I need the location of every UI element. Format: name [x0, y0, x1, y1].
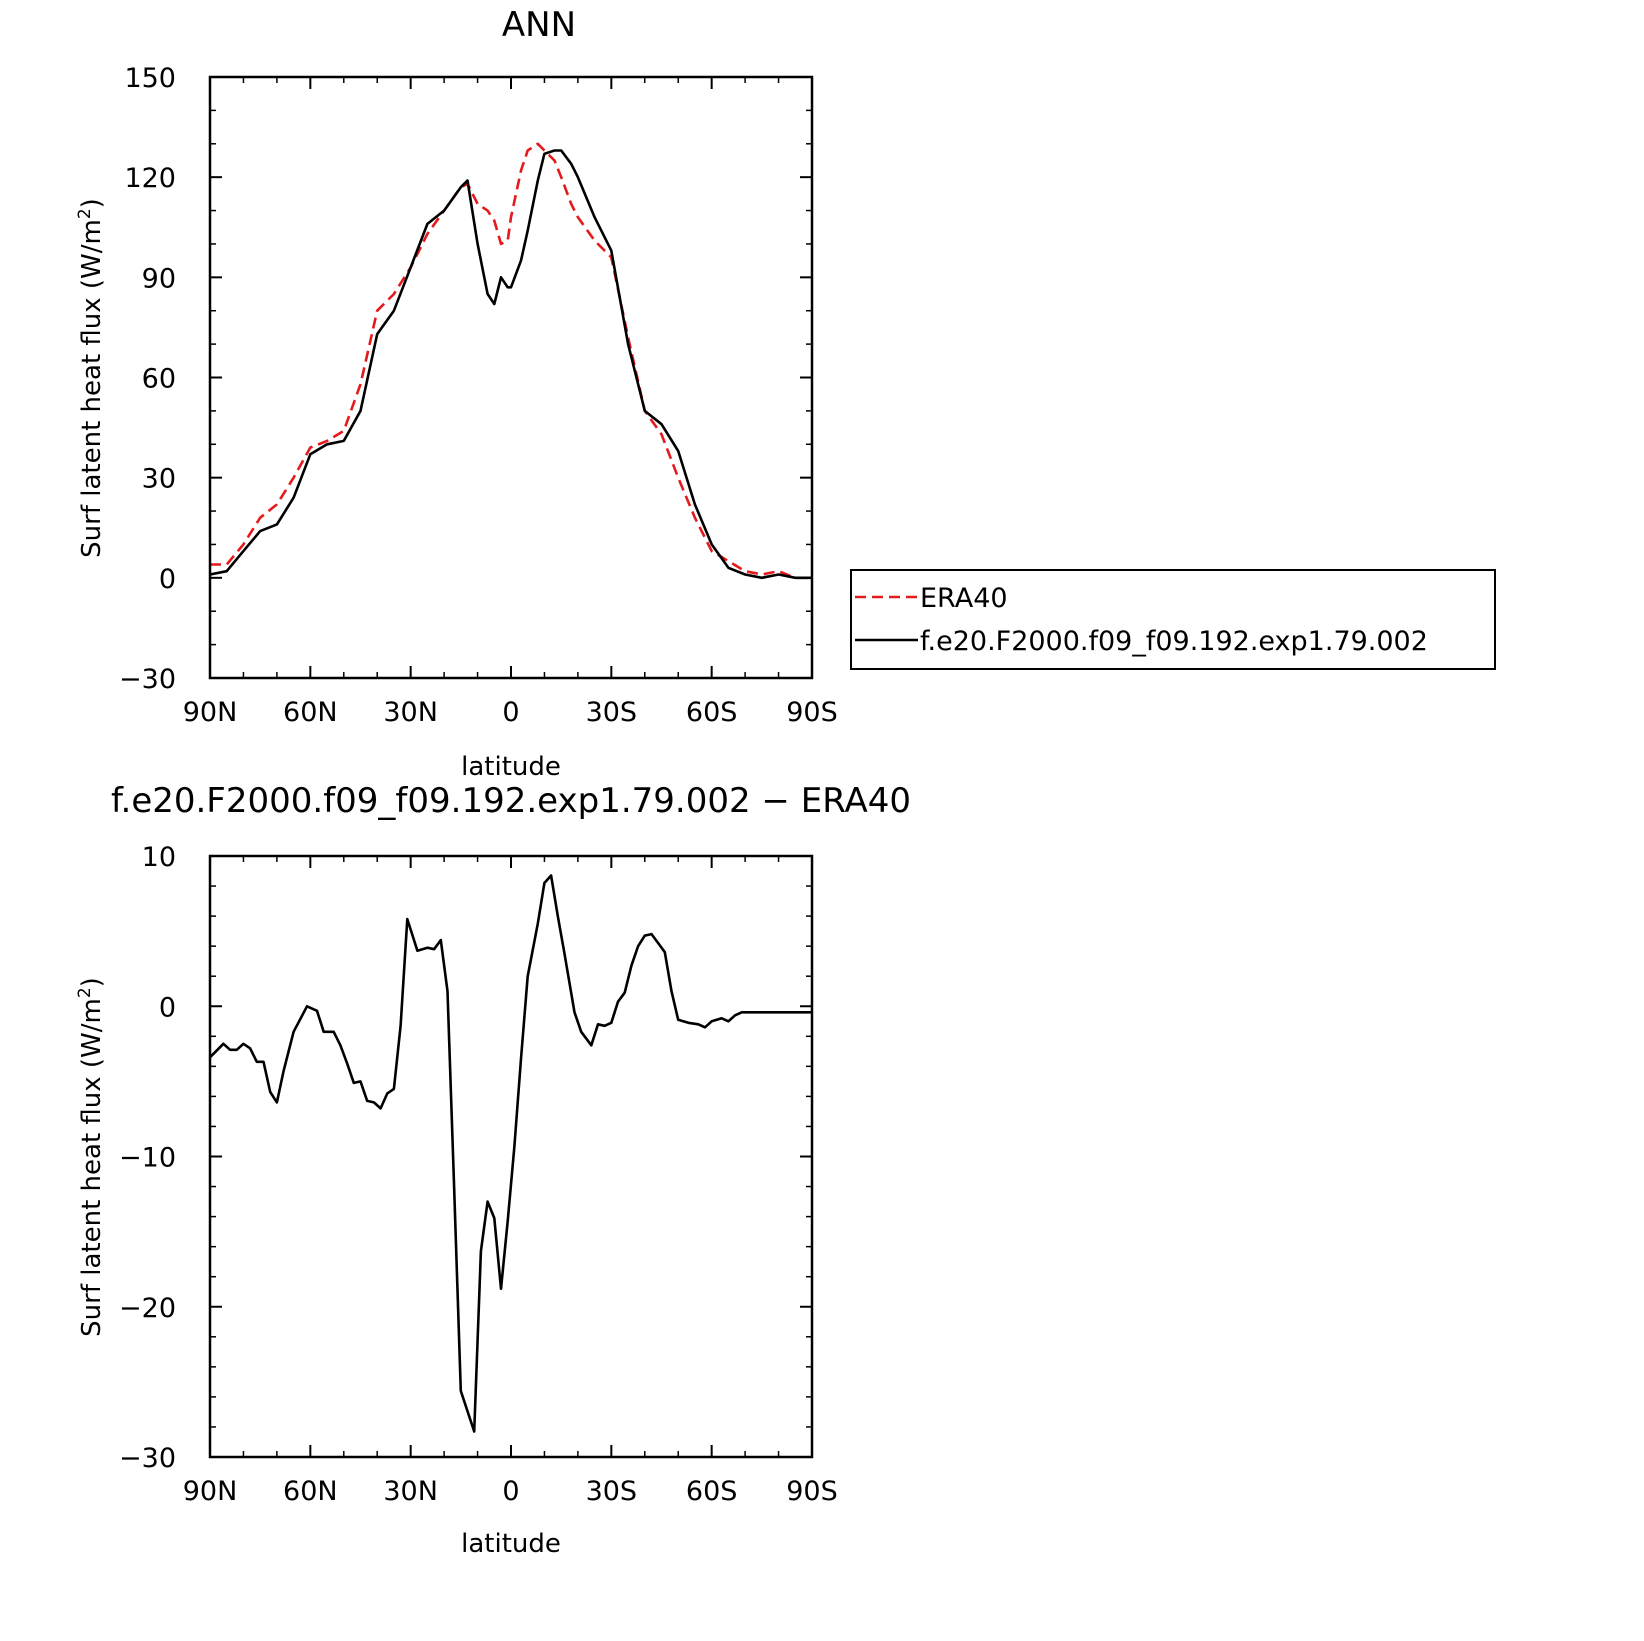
bottom-x-tick-label: 60N [283, 1476, 338, 1507]
bottom-x-tick-label: 60S [686, 1476, 738, 1507]
top-x-tick-label: 60S [686, 697, 738, 728]
bottom-y-tick-label: 0 [159, 992, 176, 1023]
top-y-axis-label-end: ) [77, 198, 107, 208]
top-x-tick-label: 60N [283, 697, 338, 728]
top-x-tick-label: 30N [383, 697, 438, 728]
top-y-tick-label: −30 [119, 664, 176, 695]
bottom-y-axis-label-main: Surf latent heat flux (W/m [77, 998, 107, 1337]
top-series-line-0 [210, 142, 812, 580]
bottom-tick-group: 90N 60N 30N 0 30S 60S 90S −30 −20 −10 0 10 [119, 842, 838, 1507]
bottom-x-tick-label: 30N [383, 1476, 438, 1507]
legend-label-era40: ERA40 [920, 583, 1008, 614]
bottom-chart-title: f.e20.F2000.f09_f09.192.exp1.79.002 − ER… [111, 781, 911, 821]
legend: ERA40 f.e20.F2000.f09_f09.192.exp1.79.00… [850, 569, 1496, 670]
top-x-tick-label: 90S [786, 697, 838, 728]
bottom-y-tick-label: 10 [142, 842, 176, 873]
bottom-plot-frame [208, 854, 814, 1459]
top-y-axis-label-sup: 2 [75, 208, 95, 219]
legend-box [850, 569, 1496, 670]
top-chart-title: ANN [502, 5, 576, 45]
top-panel: ANN 90N 60N 30N 0 30S 60S 90S−300306090120150 … [75, 5, 838, 782]
top-series-line-1 [209, 149, 812, 580]
legend-label-model: f.e20.F2000.f09_f09.192.exp1.79.002 [920, 626, 1428, 657]
top-x-tick-label: 90N [183, 697, 238, 728]
bottom-panel: f.e20.F2000.f09_f09.192.exp1.79.002 − ER… [75, 781, 911, 1559]
bottom-y-tick-label: −10 [119, 1143, 176, 1174]
bottom-x-tick-label: 90N [183, 1476, 238, 1507]
top-y-tick-label: 60 [142, 364, 176, 395]
top-y-tick-label: 0 [159, 564, 176, 595]
bottom-x-tick-label: 30S [586, 1476, 638, 1507]
bottom-series-line-0 [209, 874, 812, 1433]
top-y-axis-label: Surf latent heat flux (W/m2) [75, 198, 107, 558]
top-y-axis-label-main: Surf latent heat flux (W/m [77, 219, 107, 558]
bottom-y-axis-label-sup: 2 [75, 987, 95, 998]
bottom-series-group [209, 874, 812, 1433]
top-y-tick-label: 120 [124, 163, 176, 194]
bottom-x-tick-label: 0 [502, 1476, 519, 1507]
top-y-tick-label: 150 [124, 63, 176, 94]
top-tick-group: 90N 60N 30N 0 30S 60S 90S −30 0 30 60 90 120 150 [119, 63, 838, 728]
top-series-group [209, 142, 812, 580]
bottom-x-axis-label: latitude [461, 1529, 561, 1559]
top-x-tick-label: 30S [586, 697, 638, 728]
bottom-x-tick-label: 90S [786, 1476, 838, 1507]
top-plot-frame [208, 75, 814, 680]
bottom-y-tick-label: −20 [119, 1293, 176, 1324]
top-y-tick-label: 30 [142, 464, 176, 495]
top-x-tick-label: 0 [502, 697, 519, 728]
top-x-axis-label: latitude [461, 752, 561, 782]
bottom-y-axis-label: Surf latent heat flux (W/m2) [75, 977, 107, 1337]
top-y-tick-label: 90 [142, 263, 176, 294]
bottom-y-tick-label: −30 [119, 1443, 176, 1474]
bottom-y-axis-label-end: ) [77, 977, 107, 987]
